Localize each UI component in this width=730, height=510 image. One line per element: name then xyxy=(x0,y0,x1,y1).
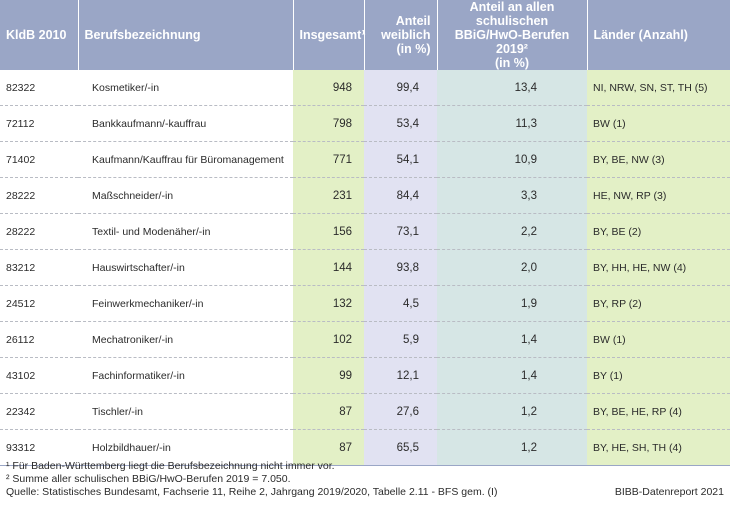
cell-berufsbezeichnung: Kosmetiker/-in xyxy=(78,70,293,106)
cell-laender: BY, BE, HE, RP (4) xyxy=(587,393,730,430)
cell-laender: BY, RP (2) xyxy=(587,285,730,322)
cell-berufsbezeichnung: Mechatroniker/-in xyxy=(78,321,293,358)
cell-anteil-weiblich: 73,1 xyxy=(364,213,437,250)
berufe-table: KldB 2010 Berufsbezeichnung Insgesamt¹ A… xyxy=(0,0,730,466)
cell-insgesamt: 231 xyxy=(293,177,364,214)
cell-laender: BW (1) xyxy=(587,321,730,358)
cell-kldb: 72112 xyxy=(0,105,78,142)
cell-kldb: 43102 xyxy=(0,357,78,394)
header-anteil-weiblich: Anteil weiblich (in %) xyxy=(364,0,438,70)
cell-anteil-weiblich: 12,1 xyxy=(364,357,437,394)
header-anteil-schulisch-line3: (in %) xyxy=(494,56,530,70)
header-anteil-schulisch: Anteil an allen schulischen BBiG/HwO-Ber… xyxy=(437,0,588,70)
table-row: 93312 Holzbildhauer/-in 87 65,5 1,2 BY, … xyxy=(0,429,730,466)
cell-anteil-schulisch: 11,3 xyxy=(437,105,587,142)
cell-anteil-schulisch: 2,2 xyxy=(437,213,587,250)
table-row: 83212 Hauswirtschafter/-in 144 93,8 2,0 … xyxy=(0,249,730,286)
cell-insgesamt: 87 xyxy=(293,429,364,466)
cell-anteil-weiblich: 99,4 xyxy=(364,70,437,106)
header-berufsbezeichnung: Berufsbezeichnung xyxy=(78,0,294,70)
cell-kldb: 22342 xyxy=(0,393,78,430)
cell-insgesamt: 771 xyxy=(293,141,364,178)
table-header: KldB 2010 Berufsbezeichnung Insgesamt¹ A… xyxy=(0,0,730,70)
footnote-2: ² Summe aller schulischen BBiG/HwO-Beruf… xyxy=(6,473,291,485)
cell-laender: BY, HH, HE, NW (4) xyxy=(587,249,730,286)
cell-laender: BY, BE (2) xyxy=(587,213,730,250)
table-row: 24512 Feinwerkmechaniker/-in 132 4,5 1,9… xyxy=(0,285,730,322)
cell-anteil-weiblich: 53,4 xyxy=(364,105,437,142)
cell-laender: BY, HE, SH, TH (4) xyxy=(587,429,730,466)
cell-insgesamt: 102 xyxy=(293,321,364,358)
table-row: 71402 Kaufmann/Kauffrau für Büromanageme… xyxy=(0,141,730,178)
cell-anteil-weiblich: 93,8 xyxy=(364,249,437,286)
cell-laender: BY, BE, NW (3) xyxy=(587,141,730,178)
table-row: 82322 Kosmetiker/-in 948 99,4 13,4 NI, N… xyxy=(0,70,730,106)
cell-anteil-schulisch: 1,4 xyxy=(437,357,587,394)
cell-berufsbezeichnung: Tischler/-in xyxy=(78,393,293,430)
cell-anteil-schulisch: 1,9 xyxy=(437,285,587,322)
source-text: Quelle: Statistisches Bundesamt, Fachser… xyxy=(6,486,498,498)
table-row: 26112 Mechatroniker/-in 102 5,9 1,4 BW (… xyxy=(0,321,730,358)
table-row: 43102 Fachinformatiker/-in 99 12,1 1,4 B… xyxy=(0,357,730,394)
cell-kldb: 83212 xyxy=(0,249,78,286)
header-kldb: KldB 2010 xyxy=(0,0,79,70)
cell-anteil-weiblich: 5,9 xyxy=(364,321,437,358)
report-credit: BIBB-Datenreport 2021 xyxy=(614,486,724,498)
cell-anteil-schulisch: 1,2 xyxy=(437,429,587,466)
footnotes: ¹ Für Baden-Württemberg liegt die Berufs… xyxy=(6,460,724,499)
cell-anteil-weiblich: 27,6 xyxy=(364,393,437,430)
cell-berufsbezeichnung: Textil- und Modenäher/-in xyxy=(78,213,293,250)
header-anteil-weiblich-line3: (in %) xyxy=(396,42,431,56)
header-anteil-weiblich-line1: Anteil xyxy=(395,14,431,28)
cell-berufsbezeichnung: Bankkaufmann/-kauffrau xyxy=(78,105,293,142)
cell-berufsbezeichnung: Kaufmann/Kauffrau für Büromanagement xyxy=(78,141,293,178)
cell-insgesamt: 948 xyxy=(293,70,364,106)
header-laender: Länder (Anzahl) xyxy=(587,0,730,70)
cell-insgesamt: 798 xyxy=(293,105,364,142)
cell-insgesamt: 156 xyxy=(293,213,364,250)
cell-berufsbezeichnung: Feinwerkmechaniker/-in xyxy=(78,285,293,322)
cell-kldb: 28222 xyxy=(0,213,78,250)
table-body: 82322 Kosmetiker/-in 948 99,4 13,4 NI, N… xyxy=(0,70,730,466)
cell-insgesamt: 132 xyxy=(293,285,364,322)
cell-kldb: 24512 xyxy=(0,285,78,322)
table-row: 28222 Maßschneider/-in 231 84,4 3,3 HE, … xyxy=(0,177,730,214)
cell-kldb: 28222 xyxy=(0,177,78,214)
cell-berufsbezeichnung: Maßschneider/-in xyxy=(78,177,293,214)
cell-anteil-weiblich: 4,5 xyxy=(364,285,437,322)
footnote-1: ¹ Für Baden-Württemberg liegt die Berufs… xyxy=(6,460,335,472)
cell-anteil-schulisch: 2,0 xyxy=(437,249,587,286)
cell-anteil-schulisch: 1,2 xyxy=(437,393,587,430)
cell-laender: NI, NRW, SN, ST, TH (5) xyxy=(587,70,730,106)
header-anteil-schulisch-line2: BBiG/HwO-Berufen 2019² xyxy=(454,28,570,56)
cell-kldb: 93312 xyxy=(0,429,78,466)
cell-anteil-weiblich: 84,4 xyxy=(364,177,437,214)
cell-kldb: 71402 xyxy=(0,141,78,178)
cell-kldb: 82322 xyxy=(0,70,78,106)
cell-laender: HE, NW, RP (3) xyxy=(587,177,730,214)
cell-laender: BY (1) xyxy=(587,357,730,394)
cell-laender: BW (1) xyxy=(587,105,730,142)
source-row: Quelle: Statistisches Bundesamt, Fachser… xyxy=(6,486,724,499)
header-anteil-weiblich-line2: weiblich xyxy=(381,28,431,42)
cell-anteil-schulisch: 10,9 xyxy=(437,141,587,178)
header-insgesamt: Insgesamt¹ xyxy=(293,0,366,70)
table-row: 72112 Bankkaufmann/-kauffrau 798 53,4 11… xyxy=(0,105,730,142)
cell-anteil-schulisch: 13,4 xyxy=(437,70,587,106)
header-anteil-schulisch-line1: Anteil an allen schulischen xyxy=(469,0,555,28)
cell-anteil-weiblich: 65,5 xyxy=(364,429,437,466)
cell-anteil-schulisch: 1,4 xyxy=(437,321,587,358)
cell-berufsbezeichnung: Hauswirtschafter/-in xyxy=(78,249,293,286)
table-row: 28222 Textil- und Modenäher/-in 156 73,1… xyxy=(0,213,730,250)
cell-kldb: 26112 xyxy=(0,321,78,358)
cell-berufsbezeichnung: Fachinformatiker/-in xyxy=(78,357,293,394)
cell-insgesamt: 87 xyxy=(293,393,364,430)
cell-berufsbezeichnung: Holzbildhauer/-in xyxy=(78,429,293,466)
cell-anteil-weiblich: 54,1 xyxy=(364,141,437,178)
cell-anteil-schulisch: 3,3 xyxy=(437,177,587,214)
table-row: 22342 Tischler/-in 87 27,6 1,2 BY, BE, H… xyxy=(0,393,730,430)
cell-insgesamt: 144 xyxy=(293,249,364,286)
cell-insgesamt: 99 xyxy=(293,357,364,394)
